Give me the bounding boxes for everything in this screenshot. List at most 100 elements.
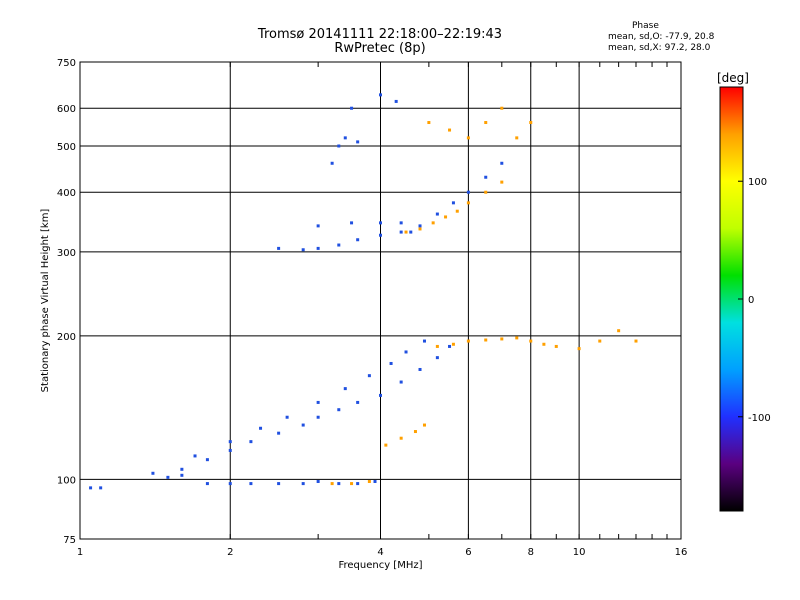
data-point-o bbox=[277, 246, 281, 250]
y-tick-label: 100 bbox=[57, 475, 76, 486]
data-point-x bbox=[500, 180, 504, 184]
x-tick-label: 2 bbox=[227, 547, 233, 558]
data-point-x bbox=[404, 230, 408, 234]
data-point-o bbox=[228, 448, 232, 452]
data-point-x bbox=[542, 342, 546, 346]
data-point-o bbox=[193, 454, 197, 458]
data-point-o bbox=[356, 482, 360, 486]
data-point-o bbox=[249, 482, 253, 486]
y-tick-label: 750 bbox=[57, 58, 76, 69]
data-point-o bbox=[228, 482, 232, 486]
data-point-o bbox=[180, 473, 184, 477]
y-tick-label: 75 bbox=[63, 535, 76, 546]
data-point-o bbox=[389, 361, 393, 365]
data-point-x bbox=[500, 106, 504, 110]
data-point-x bbox=[431, 221, 435, 225]
x-tick-label: 1 bbox=[77, 547, 83, 558]
data-point-x bbox=[577, 347, 581, 351]
data-point-o bbox=[316, 224, 320, 228]
data-point-o bbox=[451, 201, 455, 205]
data-point-o bbox=[379, 233, 382, 237]
data-point-x bbox=[500, 337, 504, 341]
data-point-x bbox=[367, 479, 371, 483]
data-point-o bbox=[350, 221, 354, 225]
data-point-o bbox=[356, 238, 360, 242]
data-point-o bbox=[316, 415, 320, 419]
data-point-o bbox=[99, 486, 103, 490]
data-point-o bbox=[356, 400, 360, 404]
data-point-o bbox=[316, 246, 320, 250]
data-point-x bbox=[466, 201, 470, 205]
data-point-o bbox=[316, 479, 320, 483]
data-point-o bbox=[399, 221, 403, 225]
data-point-x bbox=[399, 436, 403, 440]
data-point-o bbox=[500, 161, 504, 165]
data-point-o bbox=[205, 458, 209, 462]
colorbar-ticks: 100 0 -100 bbox=[738, 177, 771, 424]
data-point-o bbox=[350, 106, 354, 110]
data-point-o bbox=[373, 479, 377, 483]
data-point-o bbox=[466, 190, 470, 194]
data-point-o bbox=[484, 175, 488, 179]
data-point-o bbox=[379, 221, 382, 225]
phase-stats-o: mean, sd,O: -77.9, 20.8 bbox=[608, 32, 715, 42]
colorbar-label: [deg] bbox=[717, 71, 749, 85]
colorbar-tick-label: 0 bbox=[748, 295, 754, 306]
data-point-o bbox=[337, 408, 341, 412]
data-point-o bbox=[418, 367, 422, 371]
data-point-x bbox=[529, 121, 533, 125]
colorbar-tick-label: -100 bbox=[748, 413, 771, 424]
data-point-x bbox=[444, 215, 448, 219]
data-point-x bbox=[484, 121, 488, 125]
data-point-o bbox=[301, 423, 305, 427]
x-axis-label: Frequency [MHz] bbox=[338, 560, 422, 571]
plot-title: Tromsø 20141111 22:18:00–22:19:43 bbox=[257, 27, 503, 42]
data-point-x bbox=[418, 227, 422, 231]
data-point-x bbox=[350, 482, 354, 486]
data-point-o bbox=[435, 212, 439, 216]
x-tick-label: 10 bbox=[573, 547, 586, 558]
data-point-o bbox=[356, 140, 360, 144]
data-point-o bbox=[337, 144, 341, 148]
data-point-x bbox=[466, 136, 470, 140]
data-point-o bbox=[277, 482, 281, 486]
data-point-o bbox=[343, 387, 347, 391]
data-point-o bbox=[337, 482, 341, 486]
y-tick-label: 400 bbox=[57, 188, 76, 199]
data-point-x bbox=[422, 423, 426, 427]
y-axis-label: Stationary phase Virtual Height [km] bbox=[40, 209, 51, 393]
data-point-x bbox=[451, 342, 455, 346]
y-tick-label: 300 bbox=[57, 248, 76, 259]
data-point-o bbox=[404, 350, 408, 354]
data-point-x bbox=[455, 209, 459, 213]
phase-stats-x: mean, sd,X: 97.2, 28.0 bbox=[608, 43, 711, 53]
data-point-o bbox=[409, 230, 413, 234]
data-point-o bbox=[301, 482, 305, 486]
y-tick-label: 200 bbox=[57, 332, 76, 343]
axis-ticks: 1 2 4 6 8 10 16 75 100 200 300 400 500 600 750 bbox=[57, 58, 687, 558]
data-point-x bbox=[384, 443, 388, 447]
data-point-x bbox=[484, 190, 488, 194]
data-point-x bbox=[435, 344, 439, 348]
data-point-o bbox=[285, 415, 289, 419]
data-point-x bbox=[448, 128, 452, 132]
data-point-o bbox=[448, 344, 452, 348]
data-point-o bbox=[418, 224, 422, 228]
data-point-o bbox=[394, 99, 398, 103]
data-point-x bbox=[515, 136, 519, 140]
data-point-o bbox=[399, 380, 403, 384]
data-point-x bbox=[427, 121, 431, 125]
data-point-o bbox=[435, 356, 439, 360]
data-point-x bbox=[515, 336, 519, 340]
x-tick-label: 16 bbox=[675, 547, 688, 558]
data-point-x bbox=[598, 339, 602, 343]
data-point-o bbox=[205, 482, 209, 486]
data-point-o bbox=[301, 248, 305, 252]
data-point-x bbox=[634, 339, 638, 343]
data-point-o bbox=[180, 467, 184, 471]
data-point-o bbox=[277, 431, 281, 435]
x-tick-label: 8 bbox=[528, 547, 534, 558]
data-point-o bbox=[89, 486, 93, 490]
data-point-o bbox=[259, 426, 263, 430]
